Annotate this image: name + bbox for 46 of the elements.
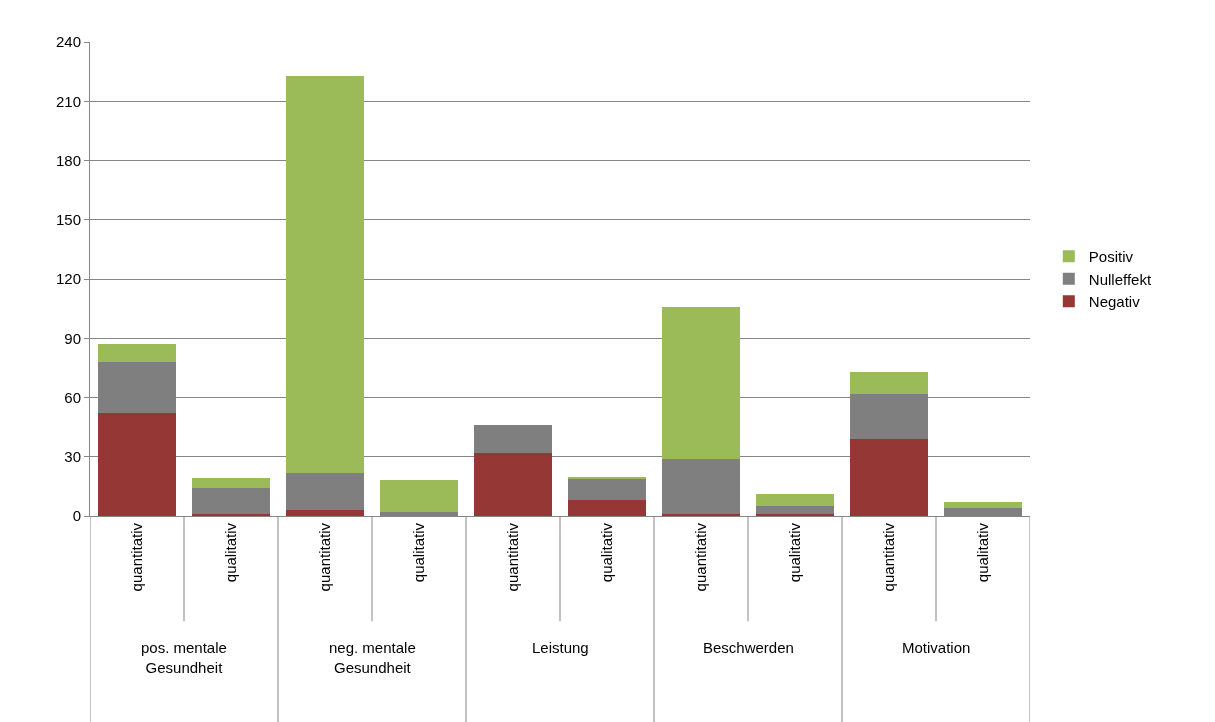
text: Leistung (532, 639, 589, 656)
y-tick-label: 120 (55, 270, 81, 288)
bar (661, 458, 741, 515)
y-tick-label: 0 (72, 507, 81, 525)
bar (97, 344, 177, 362)
legend-label: Negativ (1088, 293, 1141, 311)
y-tick-label: 210 (55, 92, 81, 110)
x-tick-label: quantitativ (691, 522, 709, 592)
bar (473, 425, 553, 453)
bar (755, 494, 835, 507)
bar (97, 413, 177, 516)
bar (285, 472, 365, 511)
x-tick-label: qualitativ (409, 522, 427, 583)
x-tick-label: quantitativ (127, 522, 145, 592)
x-tick-label: quantitativ (503, 522, 521, 592)
bar (943, 502, 1023, 509)
y-tick-label: 240 (55, 33, 81, 51)
bar (661, 306, 741, 459)
bar (191, 488, 271, 515)
text: Motivation (902, 639, 971, 656)
bar (473, 452, 553, 516)
legend-label: Positiv (1088, 248, 1134, 266)
bar (849, 438, 929, 516)
y-tick-label: 30 (64, 448, 81, 465)
x-tick-label: quantitativ (315, 522, 333, 592)
x-tick-label: qualitativ (973, 522, 991, 583)
bar (285, 75, 365, 473)
legend-label: Nulleffekt (1088, 270, 1152, 288)
bar (191, 478, 271, 489)
x-tick-label: qualitativ (597, 522, 615, 583)
bar (849, 371, 929, 394)
bar (567, 500, 647, 516)
bar (755, 506, 835, 515)
y-tick-label: 90 (64, 329, 81, 347)
x-tick-label: quantitativ (879, 522, 897, 592)
text: neg. mentale Gesundheit (329, 639, 416, 676)
text: Beschwerden (703, 639, 794, 656)
bar (285, 510, 365, 516)
x-tick-label: qualitativ (785, 522, 803, 583)
text: pos. mentale Gesundheit (141, 639, 227, 676)
bar (379, 480, 459, 513)
y-tick-label: 150 (55, 211, 81, 228)
y-tick-label: 180 (55, 151, 81, 169)
bar (567, 478, 647, 501)
y-tick-label: 60 (64, 388, 81, 406)
x-tick-label: qualitativ (221, 522, 239, 583)
